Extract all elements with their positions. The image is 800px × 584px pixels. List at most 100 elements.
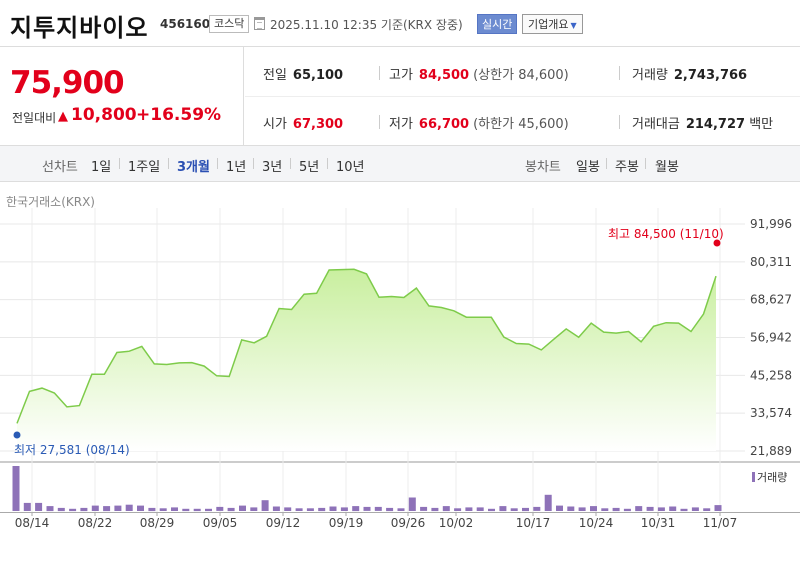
candle-tab-daily[interactable]: 일봉 <box>576 160 600 175</box>
volume-bar <box>250 507 258 511</box>
volume-bar <box>691 507 699 511</box>
volume-bar <box>329 506 337 511</box>
quote-summary: 75,900 전일대비 ▲ 10,800 +16.59% 전일 65,100 고가… <box>0 46 800 146</box>
volume-bar <box>306 508 314 511</box>
company-overview-label: 기업개요 <box>528 18 569 31</box>
period-tab-3m[interactable]: 3개월 <box>177 160 210 175</box>
y-tick-label: 56,942 <box>750 331 792 345</box>
lower-limit-value: 45,600) <box>518 117 569 132</box>
calendar-icon <box>254 17 265 30</box>
volume-bar <box>454 508 462 511</box>
high-value: 84,500 <box>418 68 470 83</box>
volume-bar <box>80 507 88 512</box>
volume-bar <box>510 508 518 511</box>
x-tick-label: 08/22 <box>78 516 113 530</box>
volume-bar <box>488 508 495 512</box>
volume-bar <box>57 507 65 512</box>
candle-tab-monthly[interactable]: 월봉 <box>655 160 679 175</box>
volume-value: 2,743,766 <box>673 68 748 83</box>
trade-value-unit: 백만 <box>749 117 774 132</box>
volume-legend-swatch <box>752 472 755 482</box>
x-tick-label: 10/24 <box>579 516 614 530</box>
period-tab-1w[interactable]: 1주일 <box>128 160 161 175</box>
volume-bar <box>623 508 631 512</box>
volume-bar <box>442 506 450 512</box>
volume-bar <box>114 505 122 511</box>
high-label: 고가 <box>389 68 413 83</box>
volume-bar <box>261 500 269 511</box>
current-price: 75,900 <box>10 65 125 101</box>
prev-close-label: 전일 <box>263 68 287 83</box>
volume-bar <box>590 506 597 512</box>
x-tick-label: 09/12 <box>266 516 301 530</box>
x-tick-label: 09/26 <box>391 516 426 530</box>
low-cell: 저가 66,700 (하한가 45,600) <box>389 113 569 132</box>
candle-tab-weekly[interactable]: 주봉 <box>615 160 639 175</box>
volume-bar <box>567 506 575 511</box>
market-badge: 코스닥 <box>209 15 250 33</box>
divider <box>290 158 291 169</box>
trade-value: 214,727 <box>685 117 746 132</box>
price-line <box>16 268 717 424</box>
volume-bar <box>465 507 473 511</box>
divider <box>619 66 620 80</box>
trade-value-label: 거래대금 <box>632 117 680 132</box>
volume-legend-label: 거래량 <box>757 471 788 484</box>
chart-toolbar: 선차트 1일 1주일 3개월 1년 3년 5년 10년 봉차트 일봉 주봉 월봉 <box>0 146 800 182</box>
divider <box>168 158 169 169</box>
lower-limit-label: (하한가 <box>473 117 515 132</box>
period-tab-10y[interactable]: 10년 <box>336 160 365 175</box>
volume-bar <box>12 466 20 511</box>
volume-bar <box>91 505 99 511</box>
change-amount: 10,800 <box>71 105 137 125</box>
volume-bar <box>431 507 439 512</box>
volume-bar <box>703 508 711 511</box>
company-overview-button[interactable]: 기업개요 ▼ <box>522 14 583 34</box>
volume-bar <box>205 508 212 512</box>
volume-bar <box>680 508 688 512</box>
up-triangle-icon: ▲ <box>58 109 68 124</box>
y-tick-label: 21,889 <box>750 444 792 458</box>
period-tab-3y[interactable]: 3년 <box>262 160 283 175</box>
volume-bar <box>182 508 190 512</box>
low-value: 66,700 <box>418 117 470 132</box>
volume-bar <box>635 506 643 512</box>
trade-value-cell: 거래대금 214,727 백만 <box>632 113 773 132</box>
volume-bar <box>318 507 326 512</box>
high-cell: 고가 84,500 (상한가 84,600) <box>389 64 569 83</box>
period-tab-1d[interactable]: 1일 <box>91 160 112 175</box>
y-tick-label: 45,258 <box>750 368 792 382</box>
volume-bar <box>374 506 382 511</box>
volume-bar <box>499 506 507 512</box>
period-tab-1y[interactable]: 1년 <box>226 160 247 175</box>
volume-bar <box>420 506 428 511</box>
divider <box>119 158 120 169</box>
volume-bar <box>363 506 371 511</box>
divider <box>645 158 646 169</box>
period-tab-5y[interactable]: 5년 <box>299 160 320 175</box>
realtime-button[interactable]: 실시간 <box>477 14 518 34</box>
volume-bar <box>193 508 201 512</box>
y-tick-label: 33,574 <box>750 406 792 420</box>
price-area <box>17 269 716 451</box>
low-label: 저가 <box>389 117 413 132</box>
volume-bar <box>544 494 552 511</box>
volume-bar <box>386 507 394 512</box>
data-source-label: 한국거래소(KRX) <box>6 195 95 209</box>
line-chart-label: 선차트 <box>42 160 78 175</box>
prev-close-value: 65,100 <box>292 68 344 83</box>
volume-bar <box>646 506 654 511</box>
change-percent: +16.59% <box>136 105 222 125</box>
volume-cell: 거래량 2,743,766 <box>632 64 747 83</box>
open-value: 67,300 <box>292 117 344 132</box>
stock-code: 456160 <box>160 17 211 31</box>
volume-bar <box>397 508 405 511</box>
x-tick-label: 10/17 <box>516 516 551 530</box>
volume-bar <box>657 507 665 511</box>
x-tick-label: 10/02 <box>439 516 474 530</box>
volume-bar <box>216 506 224 511</box>
low-marker <box>13 431 21 439</box>
x-tick-label: 10/31 <box>641 516 676 530</box>
open-cell: 시가 67,300 <box>263 113 343 132</box>
